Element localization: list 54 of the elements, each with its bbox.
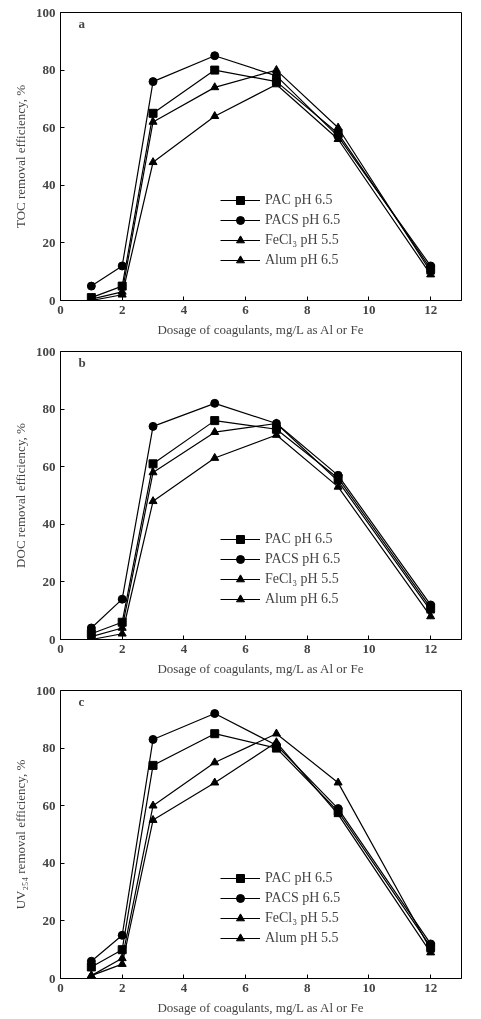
annotation: b — [78, 354, 86, 370]
legend-label: Alum pH 5.5 — [265, 930, 339, 946]
x-axis-title: Dosage of coagulants, mg/L as Al or Fe — [157, 660, 364, 676]
x-tick-label: 2 — [118, 979, 126, 995]
x-tick-label: 4 — [180, 640, 188, 656]
legend-label: FeCl₃ pH 5.5 — [265, 910, 339, 926]
y-tick-label: 20 — [42, 234, 56, 250]
x-tick-label: 12 — [424, 301, 438, 317]
legend-label: PAC pH 6.5 — [265, 531, 333, 547]
y-tick-label: 100 — [36, 4, 56, 20]
legend-label: FeCl₃ pH 5.5 — [265, 232, 339, 248]
y-axis-title: DOC removal efficiency, % — [13, 422, 28, 568]
y-axis-title: TOC removal efficiency, % — [13, 84, 28, 229]
x-tick-label: 10 — [362, 301, 376, 317]
y-tick-label: 60 — [42, 119, 56, 135]
y-tick-label: 40 — [42, 855, 56, 871]
x-tick-label: 4 — [180, 301, 188, 317]
y-tick-label: 60 — [42, 458, 56, 474]
y-tick-label: 40 — [42, 177, 56, 193]
y-tick-label: 20 — [42, 912, 56, 928]
y-tick-label: 80 — [42, 740, 56, 756]
x-tick-label: 8 — [304, 979, 312, 995]
y-tick-label: 80 — [42, 62, 56, 78]
legend-label: PAC pH 6.5 — [265, 870, 333, 886]
legend-label: Alum pH 6.5 — [265, 252, 339, 268]
x-tick-label: 2 — [118, 301, 126, 317]
x-axis-title: Dosage of coagulants, mg/L as Al or Fe — [157, 321, 364, 337]
x-tick-label: 10 — [362, 979, 376, 995]
y-axis-title: UV₂₅₄ removal efficiency, % — [13, 759, 28, 910]
legend-label: PACS pH 6.5 — [265, 890, 341, 906]
y-tick-label: 40 — [42, 516, 56, 532]
x-tick-label: 12 — [424, 979, 438, 995]
legend-label: Alum pH 6.5 — [265, 591, 339, 607]
x-tick-label: 10 — [362, 640, 376, 656]
x-tick-label: 2 — [118, 640, 126, 656]
legend-label: FeCl₃ pH 5.5 — [265, 571, 339, 587]
legend-label: PAC pH 6.5 — [265, 192, 333, 208]
y-tick-label: 80 — [42, 401, 56, 417]
x-tick-label: 8 — [304, 301, 312, 317]
x-tick-label: 4 — [180, 979, 188, 995]
x-tick-label: 12 — [424, 640, 438, 656]
legend-label: PACS pH 6.5 — [265, 551, 341, 567]
y-tick-label: 100 — [36, 682, 56, 698]
annotation: a — [78, 15, 86, 31]
annotation: c — [78, 693, 85, 709]
y-tick-label: 60 — [42, 797, 56, 813]
x-tick-label: 6 — [242, 640, 250, 656]
x-tick-label: 8 — [304, 640, 312, 656]
y-tick-label: 100 — [36, 343, 56, 359]
x-tick-label: 6 — [242, 979, 250, 995]
legend-label: PACS pH 6.5 — [265, 212, 341, 228]
x-axis-title: Dosage of coagulants, mg/L as Al or Fe — [157, 999, 364, 1015]
y-tick-label: 20 — [42, 573, 56, 589]
x-tick-label: 6 — [242, 301, 250, 317]
